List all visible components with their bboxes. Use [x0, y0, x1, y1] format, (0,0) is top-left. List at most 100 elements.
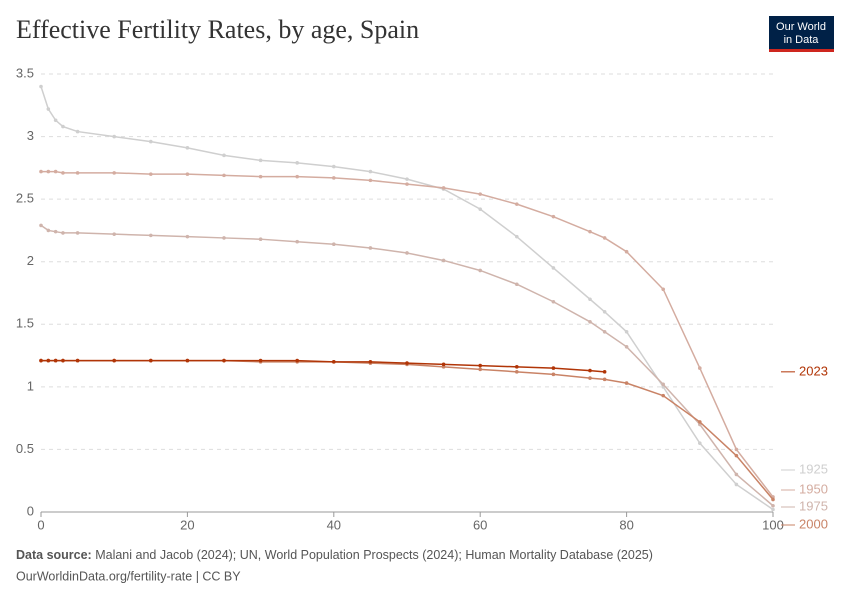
point [441, 258, 446, 263]
y-tick-label: 2 [27, 253, 34, 268]
point [39, 358, 43, 363]
point [39, 84, 43, 89]
legend-label: 1925 [799, 461, 828, 476]
point [734, 453, 739, 458]
point [149, 358, 153, 363]
point [771, 497, 775, 502]
point [258, 158, 263, 163]
point [185, 146, 190, 150]
point [295, 358, 300, 363]
point [61, 358, 65, 363]
point [551, 214, 556, 219]
legend-label: 2000 [799, 516, 828, 531]
point [698, 420, 702, 424]
x-tick-label: 40 [327, 517, 341, 532]
point [222, 153, 226, 158]
point [771, 503, 775, 508]
point [405, 177, 409, 181]
source-label: Data source: [16, 548, 92, 562]
point [149, 233, 153, 238]
point [405, 361, 409, 365]
point [149, 172, 153, 176]
point [295, 174, 300, 179]
point [258, 237, 263, 241]
logo [769, 16, 834, 52]
point [588, 229, 592, 234]
y-tick-label: 0.5 [16, 441, 34, 456]
point [75, 129, 80, 134]
point [368, 246, 373, 250]
point [771, 507, 775, 512]
point [405, 182, 409, 186]
point [515, 365, 519, 369]
point [624, 249, 629, 254]
point [661, 382, 665, 387]
y-tick-label: 0 [27, 503, 34, 518]
point [61, 231, 65, 235]
point [588, 368, 592, 373]
point [602, 377, 607, 382]
point [602, 370, 607, 374]
point [588, 319, 592, 324]
point [441, 365, 446, 369]
point [368, 360, 373, 364]
logo-text: Our World [776, 21, 826, 33]
point [624, 381, 629, 385]
point [332, 242, 336, 246]
point [698, 441, 702, 445]
point [602, 309, 607, 314]
point [478, 207, 483, 211]
point [185, 234, 190, 239]
point [112, 232, 116, 236]
point [258, 358, 263, 363]
series-line [40, 86, 774, 511]
y-tick-label: 1.5 [16, 316, 34, 331]
point [624, 345, 629, 349]
point [112, 358, 116, 363]
point [75, 171, 80, 175]
x-tick-label: 0 [37, 517, 44, 532]
point [551, 299, 556, 304]
legend-label: 1950 [799, 481, 828, 496]
point [661, 287, 665, 292]
point [75, 231, 80, 235]
point [734, 482, 739, 487]
point [112, 134, 116, 139]
y-tick-label: 1 [27, 378, 34, 393]
legend-label: 1975 [799, 498, 828, 513]
point [332, 360, 336, 364]
point [61, 171, 65, 175]
point [368, 169, 373, 174]
logo-text: in Data [784, 34, 820, 46]
point [39, 223, 43, 228]
point [295, 239, 300, 244]
point [46, 358, 51, 363]
point [602, 236, 607, 240]
point [222, 358, 226, 363]
point [222, 236, 226, 240]
source: Data source: Malani and Jacob (2024); UN… [16, 548, 653, 562]
point [332, 176, 336, 180]
point [53, 229, 58, 234]
point [46, 107, 51, 111]
x-tick-label: 60 [473, 517, 487, 532]
point [734, 472, 739, 477]
point [258, 174, 263, 179]
point [478, 363, 483, 368]
footer: OurWorldinData.org/fertility-rate | CC B… [16, 569, 241, 583]
point [515, 282, 519, 287]
point [551, 366, 556, 370]
point [149, 139, 153, 144]
y-tick-label: 3 [27, 128, 34, 143]
point [39, 169, 43, 174]
point [368, 178, 373, 183]
point [61, 124, 65, 129]
series-line [41, 359, 605, 373]
point [332, 164, 336, 169]
point [53, 118, 58, 123]
point [112, 171, 116, 175]
source-text: Malani and Jacob (2024); UN, World Popul… [95, 548, 653, 562]
point [185, 358, 190, 363]
point [734, 447, 739, 452]
point [405, 251, 409, 255]
